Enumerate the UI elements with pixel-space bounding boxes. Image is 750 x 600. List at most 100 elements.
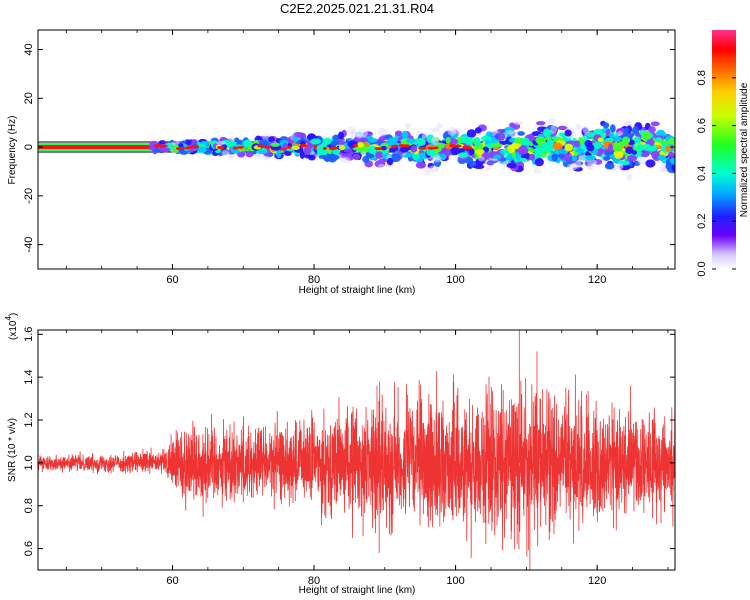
spectral-blob bbox=[357, 141, 364, 148]
snr-line bbox=[38, 330, 675, 570]
spectral-blob bbox=[605, 137, 615, 142]
spectral-blob bbox=[586, 143, 595, 152]
spectral-blob bbox=[326, 148, 333, 154]
spectral-blob bbox=[410, 145, 418, 153]
spectral-blob bbox=[294, 132, 306, 138]
spectral-blob bbox=[637, 156, 647, 165]
spectral-blob bbox=[564, 129, 572, 137]
colorbar-tick-label: 0.4 bbox=[696, 166, 708, 181]
spectral-blob bbox=[171, 141, 181, 146]
spectral-blob bbox=[340, 156, 351, 164]
spectral-blob bbox=[450, 146, 460, 156]
spectral-core bbox=[465, 146, 471, 150]
spectral-blob bbox=[491, 143, 503, 148]
spectral-blob bbox=[460, 135, 469, 144]
spectral-blob bbox=[338, 131, 345, 140]
spectral-blob bbox=[478, 156, 485, 162]
spectral-core bbox=[391, 144, 399, 148]
spectral-blob bbox=[394, 130, 403, 137]
svg-text:(x104): (x104) bbox=[4, 313, 19, 340]
x-tick-label: 80 bbox=[308, 575, 320, 587]
spectral-blob bbox=[429, 127, 441, 132]
spectral-blob bbox=[592, 148, 598, 155]
spectral-blob bbox=[603, 156, 610, 161]
x-tick-label: 60 bbox=[166, 274, 178, 286]
spectral-blob bbox=[458, 152, 468, 159]
spectral-blob bbox=[160, 147, 171, 153]
spectral-blob bbox=[355, 132, 363, 139]
spectral-blob bbox=[623, 127, 630, 134]
y-tick-label: 1.0 bbox=[23, 455, 35, 470]
spectral-blob bbox=[669, 157, 675, 165]
snr-ylabel: SNR (10 * v/v) bbox=[7, 418, 18, 482]
spectral-core bbox=[399, 144, 406, 148]
spectral-blob bbox=[327, 153, 338, 163]
spectral-blob bbox=[645, 159, 656, 168]
spectral-blob bbox=[380, 145, 387, 151]
spectral-blob bbox=[586, 132, 596, 138]
x-tick-label: 100 bbox=[446, 274, 464, 286]
spectral-blob bbox=[386, 157, 394, 166]
spectral-core bbox=[177, 147, 184, 151]
spectral-blob bbox=[390, 153, 401, 163]
spectral-blob bbox=[332, 148, 340, 156]
y-tick-label: 0.8 bbox=[23, 498, 35, 513]
spectral-blob bbox=[416, 137, 426, 146]
spectral-blob bbox=[237, 150, 246, 158]
spectral-blob bbox=[415, 161, 426, 169]
spectral-blob bbox=[557, 125, 568, 131]
spectral-blob bbox=[376, 127, 387, 137]
spectral-blob bbox=[436, 123, 443, 129]
y-tick-label: 1.6 bbox=[23, 327, 35, 342]
spectral-blob bbox=[505, 130, 515, 135]
y-tick-label: 0.6 bbox=[23, 541, 35, 556]
spectral-blob bbox=[571, 155, 578, 162]
spectral-blob bbox=[648, 126, 656, 133]
snr-multiplier-base: (x10 bbox=[8, 320, 19, 340]
x-tick-label: 120 bbox=[588, 575, 606, 587]
spectral-blob bbox=[543, 128, 551, 138]
spectral-blob bbox=[617, 131, 623, 136]
y-tick-label: 20 bbox=[23, 92, 35, 104]
spectral-blob bbox=[521, 157, 527, 163]
colorbar-tick-label: 0.0 bbox=[696, 261, 708, 276]
spectral-blob bbox=[517, 131, 525, 136]
spectral-blob bbox=[368, 137, 378, 143]
spectral-blob bbox=[626, 155, 637, 162]
colorbar-gradient bbox=[712, 30, 736, 269]
spectral-blob bbox=[216, 140, 226, 146]
snr-panel: 60 80 100 120 0.6 0.8 1.0 1.2 1.4 1.6 Height of s… bbox=[4, 313, 676, 596]
spectral-blob bbox=[609, 124, 616, 133]
spectrogram-xlabel: Height of straight line (km) bbox=[299, 285, 416, 296]
spectral-blob bbox=[307, 154, 316, 161]
spectral-blob bbox=[474, 127, 482, 134]
colorbar: 0.0 0.2 0.4 0.6 0.8 Normalized spectral ampl… bbox=[696, 30, 750, 277]
spectral-blob bbox=[375, 151, 383, 159]
spectral-core bbox=[237, 145, 244, 149]
spectral-blob bbox=[448, 138, 458, 145]
spectral-blob bbox=[332, 134, 340, 141]
y-tick-label: 1.2 bbox=[23, 412, 35, 427]
spectral-blob bbox=[399, 146, 409, 153]
spectral-blob bbox=[609, 154, 615, 159]
spectral-blob bbox=[389, 147, 396, 153]
spectral-blob bbox=[667, 151, 675, 158]
spectral-blob bbox=[368, 145, 377, 155]
spectral-core bbox=[432, 146, 439, 150]
spectral-blob bbox=[657, 154, 666, 161]
x-tick-label: 120 bbox=[588, 274, 606, 286]
spectral-blob bbox=[386, 137, 397, 146]
snr-multiplier-exp: 4 bbox=[4, 316, 13, 321]
band-uniform-core bbox=[38, 145, 152, 150]
spectral-blob bbox=[625, 146, 634, 155]
spectral-blob bbox=[616, 163, 624, 170]
spectral-blob bbox=[659, 165, 666, 173]
spectral-blob bbox=[468, 148, 475, 156]
spectral-blob bbox=[575, 123, 582, 131]
spectral-blob bbox=[602, 122, 610, 129]
x-tick-label: 100 bbox=[446, 575, 464, 587]
spectral-blob bbox=[284, 151, 292, 157]
spectral-core bbox=[259, 144, 267, 148]
spectral-blob bbox=[506, 162, 517, 169]
